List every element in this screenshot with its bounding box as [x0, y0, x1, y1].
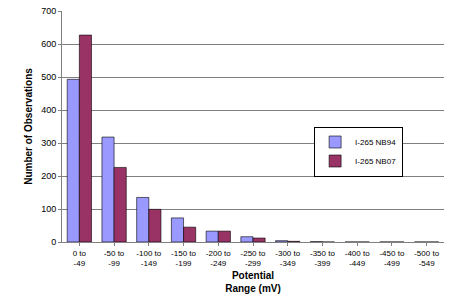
- svg-text:-150 to-199: -150 to-199: [171, 249, 196, 268]
- svg-text:500: 500: [41, 72, 56, 82]
- svg-text:-200 to-249: -200 to-249: [206, 249, 231, 268]
- svg-text:I-265 NB07: I-265 NB07: [355, 157, 396, 166]
- svg-text:300: 300: [41, 138, 56, 148]
- svg-text:PotentialRange (mV): PotentialRange (mV): [225, 270, 281, 294]
- svg-text:0 to-49: 0 to-49: [73, 249, 87, 268]
- svg-text:-500 to-549: -500 to-549: [414, 249, 439, 268]
- svg-text:0: 0: [51, 237, 56, 247]
- svg-text:200: 200: [41, 171, 56, 181]
- svg-text:-450 to-499: -450 to-499: [379, 249, 404, 268]
- svg-text:I-265 NB94: I-265 NB94: [355, 138, 396, 147]
- svg-text:600: 600: [41, 39, 56, 49]
- svg-text:-50 to-99: -50 to-99: [104, 249, 125, 268]
- svg-text:Number of Observations: Number of Observations: [23, 68, 34, 185]
- svg-text:-300 to-349: -300 to-349: [275, 249, 300, 268]
- svg-text:700: 700: [41, 6, 56, 16]
- svg-text:100: 100: [41, 204, 56, 214]
- svg-text:-350 to-399: -350 to-399: [310, 249, 335, 268]
- svg-text:-100 to-149: -100 to-149: [136, 249, 161, 268]
- svg-text:-400 to-449: -400 to-449: [345, 249, 370, 268]
- svg-text:-250 to-299: -250 to-299: [241, 249, 266, 268]
- svg-text:400: 400: [41, 105, 56, 115]
